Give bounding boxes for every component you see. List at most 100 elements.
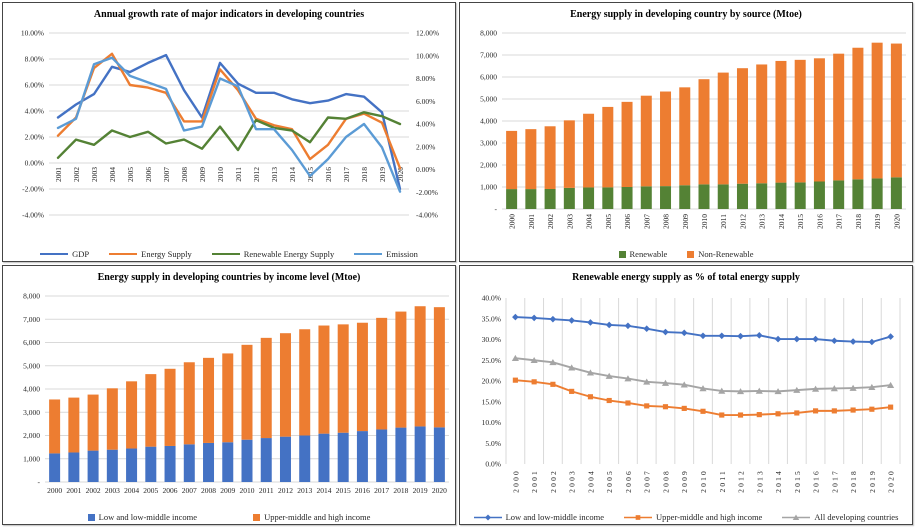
bar-segment (640, 186, 652, 209)
legend-swatch (618, 250, 626, 258)
marker-triangle (568, 364, 576, 371)
y-tick-label: 10.00% (21, 29, 44, 38)
x-tick-label: 2019 (868, 469, 877, 493)
marker-triangle (868, 383, 876, 391)
bar-segment (318, 433, 330, 482)
x-tick-label: 2017 (342, 167, 351, 182)
marker-diamond (887, 333, 894, 340)
marker-square (756, 412, 762, 418)
bar-segment (602, 106, 614, 188)
legend-item: All developing countries (782, 512, 898, 522)
marker-triangle (774, 388, 782, 395)
bar-segment (583, 113, 595, 188)
marker-square (850, 407, 856, 413)
x-tick-label: 2008 (662, 214, 671, 229)
legend-label: Upper-middle and high income (264, 512, 371, 522)
marker-square (531, 379, 537, 385)
x-tick-label: 2001 (54, 167, 63, 182)
marker-diamond (831, 337, 838, 345)
legend-swatch (354, 252, 383, 256)
y-tick-label: 6,000 (23, 338, 40, 347)
bar-segment (833, 53, 845, 181)
marker-triangle (530, 356, 538, 364)
x-tick-label: 2014 (288, 167, 297, 182)
legend-label: Renewable Energy Supply (243, 249, 335, 259)
bar-segment (660, 186, 672, 209)
bar-segment (717, 72, 729, 185)
energy-income-bar-chart: 8,000 7,000 6,000 5,000 4,000 3,000 2,000 1,000… (23, 292, 449, 495)
marker-triangle (849, 384, 857, 391)
chart-title: Annual growth rate of major indicators i… (93, 9, 365, 20)
bar-segment (621, 101, 633, 187)
x-tick-label: 2003 (568, 469, 577, 493)
y-tick-label: 0.00% (25, 159, 44, 168)
x-tick-label: 2004 (586, 469, 595, 493)
y-tick-label: 2.00% (25, 133, 44, 142)
x-tick-label: 2018 (854, 214, 863, 229)
marker-square (512, 377, 518, 383)
bar-segment (260, 337, 272, 439)
bar-segment (87, 394, 99, 451)
bar-segment (775, 60, 787, 183)
y-tick-label: 40.0% (482, 294, 501, 303)
growth-rate-legend: GDP Energy Supply Renewable Energy Supply E… (3, 247, 455, 261)
bar-segment (640, 95, 652, 187)
marker-diamond (484, 514, 491, 520)
bar-segment (414, 426, 426, 482)
marker-triangle (643, 378, 651, 385)
chart-panel-growth-rates: Annual growth rate of major indicators i… (2, 2, 456, 262)
chart-title: Energy supply in developing country by s… (570, 9, 802, 20)
legend-item: Upper-middle and high income (624, 512, 762, 522)
x-tick-label: 2000 (511, 469, 520, 493)
x-tick-label: 2016 (324, 167, 333, 182)
marker-diamond (643, 325, 651, 333)
y-tick-label: 10.0% (482, 418, 501, 427)
marker-square (625, 400, 631, 406)
marker-square (569, 388, 575, 394)
bar-segment (679, 185, 691, 209)
marker-diamond (868, 338, 876, 346)
x-tick-label: 2002 (546, 214, 555, 229)
x-tick-label: 2020 (887, 469, 896, 493)
marker-square (719, 412, 725, 418)
bar-segment (736, 68, 748, 184)
bar-segment (871, 178, 883, 209)
series-line (56, 111, 402, 160)
y-tick-label: 1,000 (480, 183, 497, 192)
bar-segment (621, 187, 633, 209)
marker-triangle (793, 514, 800, 520)
bar-segment (544, 188, 556, 209)
y-tick-label: 8.00% (25, 55, 44, 64)
bar-segment (756, 183, 768, 209)
x-tick-label: 2008 (661, 469, 670, 493)
y-tick-label: 25.0% (482, 356, 501, 365)
bar-segment (145, 374, 157, 447)
legend-label: GDP (72, 249, 90, 259)
bar-segment (813, 181, 825, 209)
legend-item: Non-Renewable (687, 249, 754, 259)
y-tick-label-right: 6.00% (416, 97, 435, 106)
x-tick-label: 2010 (699, 469, 708, 493)
x-tick-label: 2018 (393, 486, 408, 495)
marker-diamond (568, 317, 575, 324)
x-tick-label: 2011 (234, 167, 243, 182)
marker-diamond (662, 328, 669, 336)
marker-triangle (511, 354, 519, 361)
marker-diamond (718, 332, 726, 340)
marker-triangle (736, 388, 745, 395)
y-tick-label: - (495, 205, 498, 214)
y-tick-label: 8,000 (480, 29, 497, 38)
x-tick-label: 2002 (549, 469, 558, 493)
chart-panel-energy-by-source: Energy supply in developing country by s… (459, 2, 913, 262)
bar-segment (871, 42, 883, 179)
x-tick-label: 2003 (105, 486, 120, 495)
bar-segment (164, 445, 176, 482)
bar-segment (299, 435, 311, 482)
bar-segment (660, 91, 672, 187)
x-tick-label: 2017 (830, 469, 839, 493)
bar-segment (852, 179, 864, 209)
legend-swatch (211, 252, 240, 256)
energy-source-legend: Renewable Non-Renewable (460, 247, 912, 261)
x-tick-label: 2017 (374, 486, 389, 495)
x-tick-label: 2014 (777, 214, 786, 229)
